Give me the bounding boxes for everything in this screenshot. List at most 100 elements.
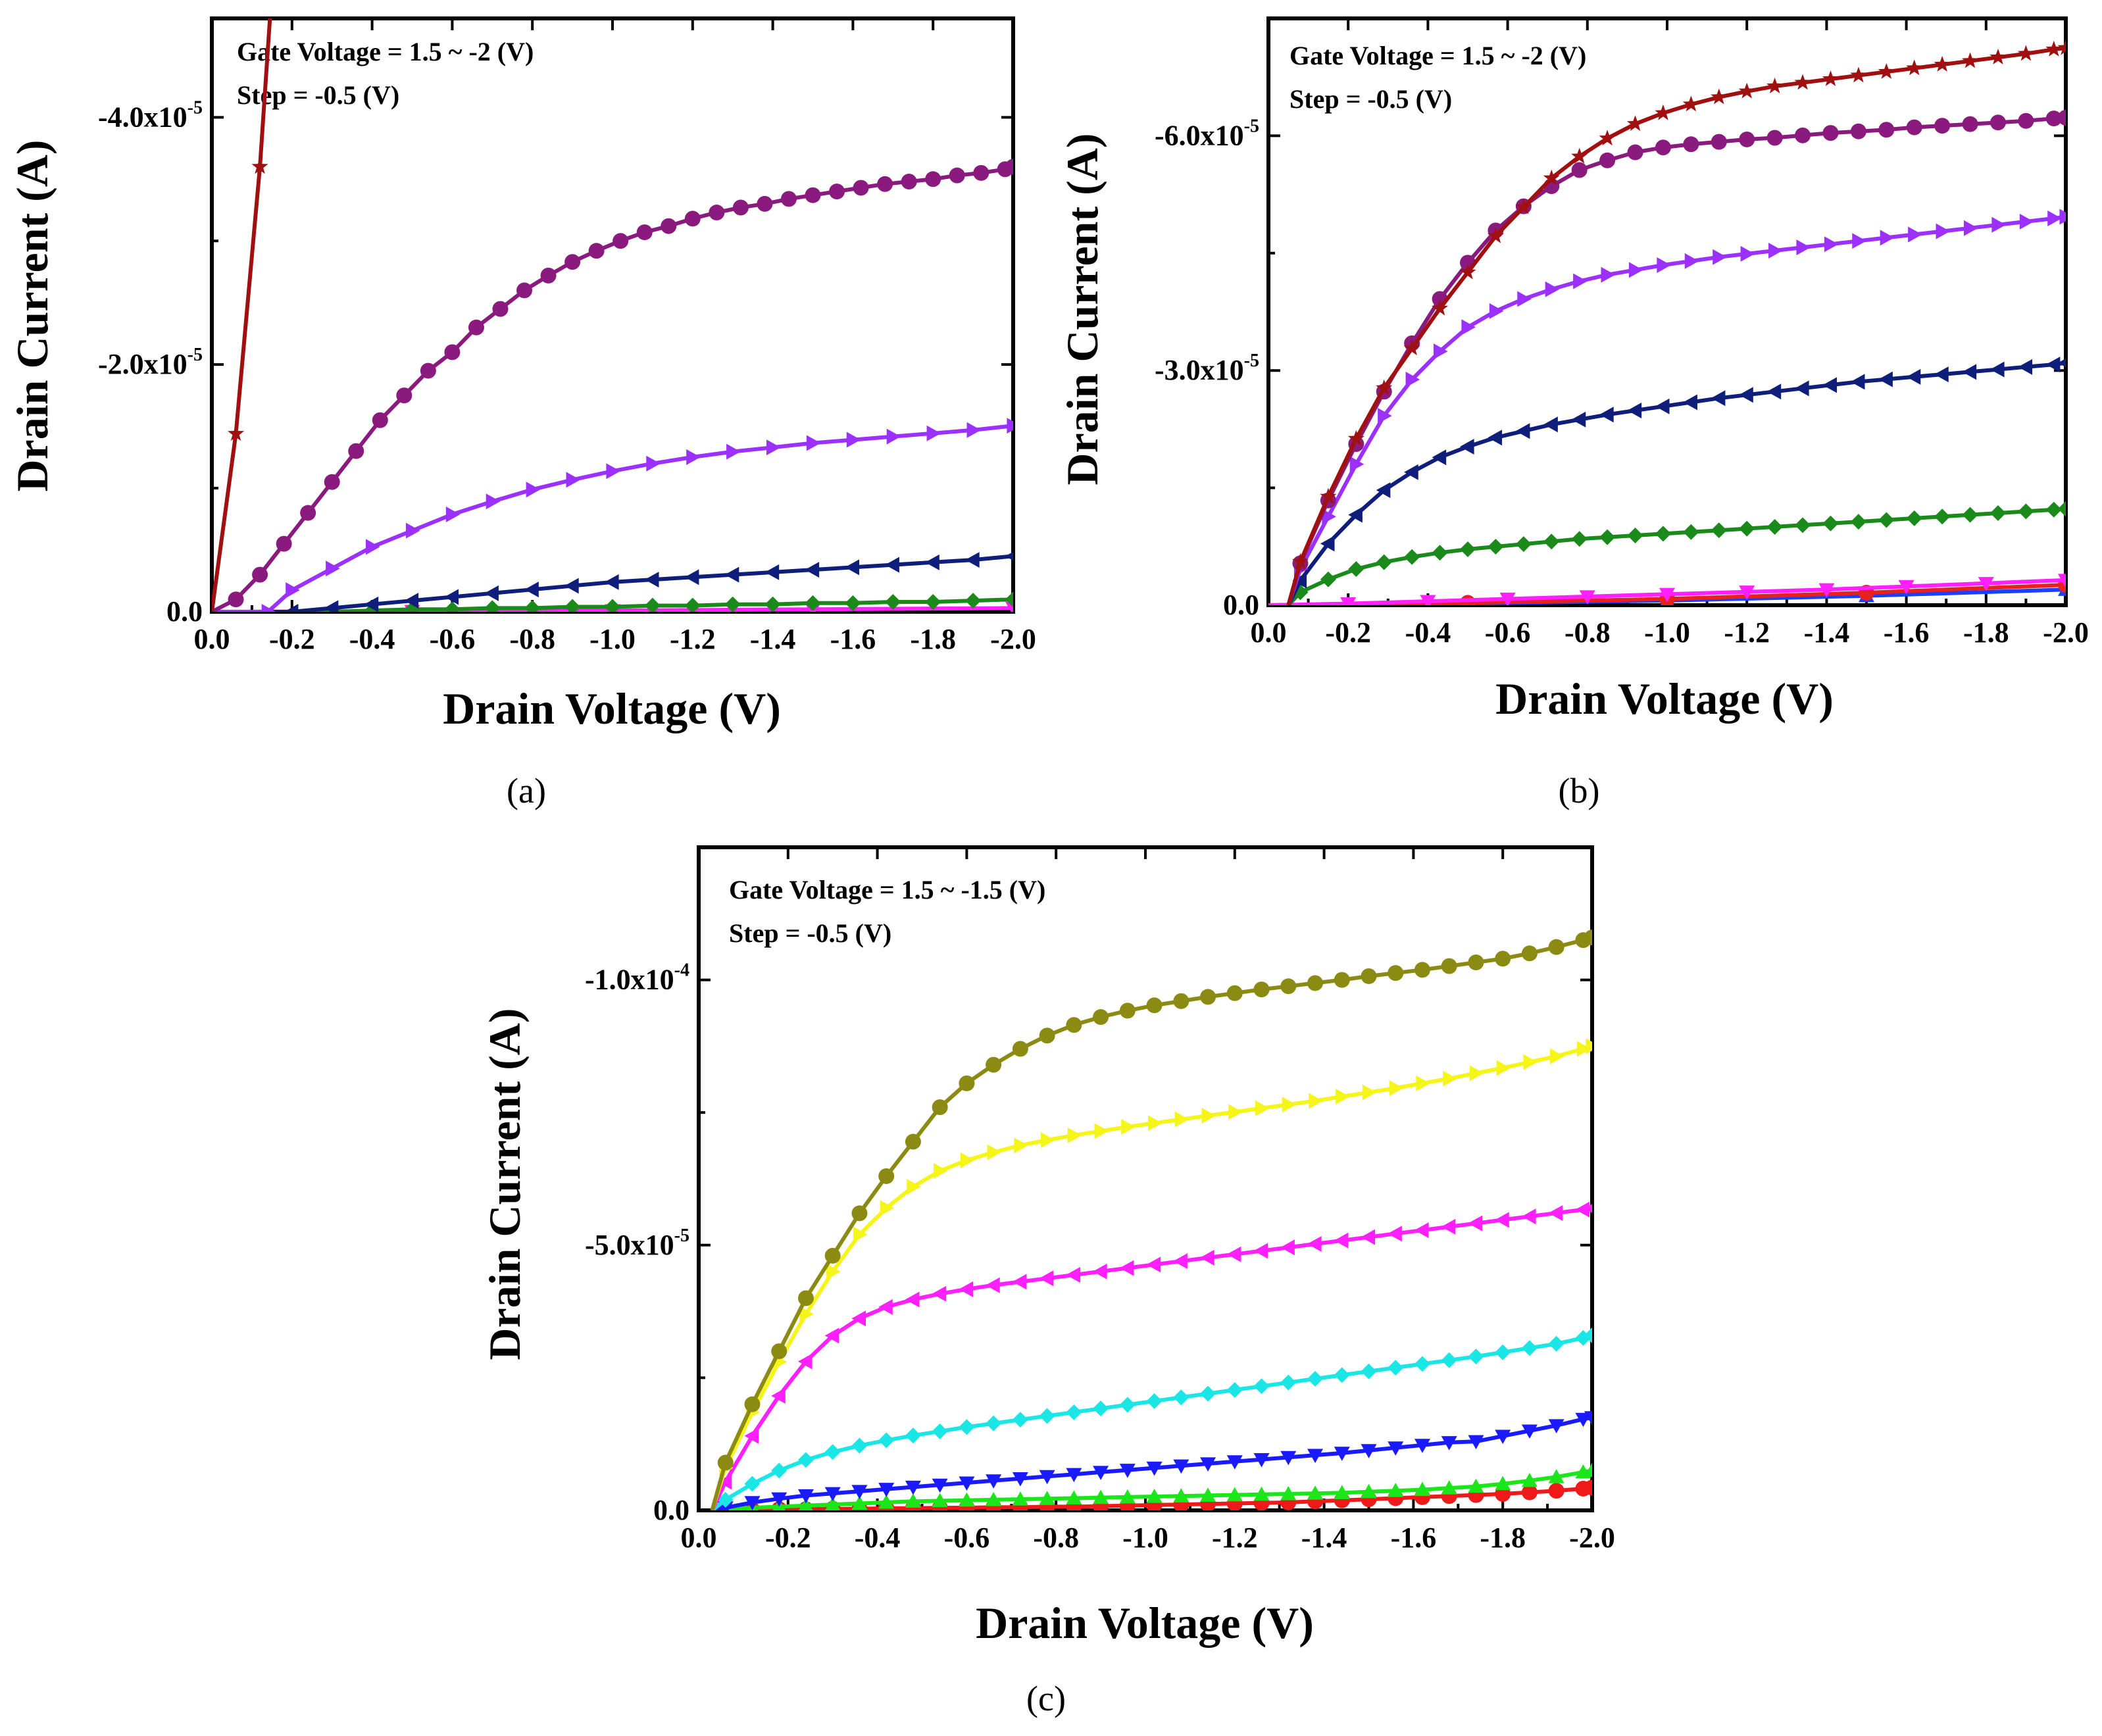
series-vg0.5v	[711, 1411, 1592, 1510]
data-point	[1906, 368, 1921, 385]
data-point	[1066, 1267, 1080, 1283]
data-point	[1962, 507, 1978, 523]
data-point	[1226, 1455, 1243, 1470]
x-tick-label: -0.4	[855, 1522, 901, 1554]
data-point	[1822, 125, 1839, 141]
data-point	[1253, 1452, 1270, 1468]
data-point	[324, 474, 340, 490]
data-point	[1376, 482, 1391, 499]
y-tick-label: -4.0x10-5	[98, 97, 203, 133]
data-point	[986, 1415, 1002, 1431]
data-point	[1320, 487, 1337, 504]
data-point	[1898, 580, 1914, 595]
data-point	[1711, 390, 1726, 407]
data-point	[1461, 319, 1476, 335]
data-point	[1441, 1436, 1457, 1451]
series-vg0.5v	[1268, 574, 2066, 605]
data-point	[516, 282, 533, 299]
data-point	[1348, 507, 1363, 523]
data-point	[1822, 70, 1839, 86]
data-point	[1571, 531, 1588, 547]
x-tick-label: -1.4	[1301, 1522, 1347, 1554]
data-point	[878, 1494, 895, 1509]
data-point	[1655, 526, 1671, 542]
data-point	[764, 596, 781, 612]
data-point	[1253, 1486, 1270, 1501]
data-point	[1739, 131, 1755, 147]
data-point	[853, 1226, 868, 1243]
data-point	[925, 593, 941, 610]
data-point	[1515, 423, 1530, 439]
data-point	[1575, 1201, 1590, 1218]
data-point	[1388, 1441, 1404, 1456]
data-point	[1521, 1484, 1538, 1500]
data-point	[2045, 357, 2061, 373]
data-point	[1226, 1381, 1243, 1398]
data-point	[851, 1205, 868, 1222]
data-point	[1307, 1485, 1324, 1500]
data-point	[1468, 1349, 1484, 1365]
series-vg-0.5v	[1286, 357, 2066, 605]
data-point	[644, 597, 661, 612]
data-point	[1962, 364, 1977, 380]
x-tick-label: -1.0	[589, 623, 636, 655]
data-point	[1659, 587, 1675, 603]
data-point	[986, 1474, 1002, 1489]
data-point	[1460, 595, 1476, 605]
data-point	[2057, 39, 2066, 55]
data-point	[1012, 1472, 1028, 1487]
data-point	[1121, 1118, 1136, 1135]
data-point	[1255, 1100, 1270, 1116]
series-vg-1.5v	[212, 159, 1013, 612]
data-point	[300, 505, 316, 521]
data-point	[1795, 127, 1811, 143]
data-point	[824, 1444, 841, 1460]
data-point	[987, 1144, 1002, 1160]
data-point	[1067, 1127, 1082, 1143]
x-tick-label: -0.2	[1325, 616, 1371, 649]
data-point	[724, 566, 739, 583]
data-point	[1119, 1464, 1136, 1478]
data-point	[1119, 1397, 1136, 1413]
data-point	[1682, 95, 1699, 112]
data-point	[1347, 430, 1364, 446]
annotation-line: Step = -0.5 (V)	[237, 80, 399, 110]
data-point	[1796, 239, 1811, 256]
data-point	[1414, 1481, 1430, 1497]
x-tick-label: -1.6	[1884, 616, 1930, 649]
data-point	[1488, 539, 1504, 555]
data-point	[1989, 361, 2005, 378]
x-tick-label: -1.8	[910, 623, 956, 655]
data-point	[846, 432, 861, 448]
panel-label: (b)	[1559, 771, 1600, 810]
data-point	[1521, 1208, 1536, 1225]
data-point	[1012, 1274, 1027, 1290]
data-point	[1495, 951, 1511, 967]
data-point	[965, 593, 982, 609]
data-point	[1039, 1270, 1054, 1287]
series-vg0.0v	[1287, 501, 2066, 605]
x-tick-label: -0.4	[349, 623, 395, 655]
data-point	[372, 412, 388, 428]
data-point	[1253, 981, 1270, 998]
data-point	[564, 578, 579, 594]
data-point	[986, 1491, 1002, 1506]
x-tick-label: 0.0	[681, 1522, 717, 1554]
data-point	[1576, 1041, 1591, 1057]
data-point	[878, 1299, 893, 1315]
data-point	[1389, 1080, 1404, 1097]
data-point	[1936, 223, 1951, 239]
data-point	[959, 1492, 975, 1507]
data-point	[1291, 553, 1309, 569]
data-point	[588, 243, 605, 259]
data-point	[1880, 230, 1895, 246]
data-point	[1414, 1439, 1430, 1453]
data-point	[1934, 366, 1949, 383]
annotation-line: Step = -0.5 (V)	[729, 918, 891, 948]
x-tick-label: -1.2	[670, 623, 716, 655]
data-point	[1320, 535, 1335, 552]
data-point	[1012, 1412, 1028, 1428]
data-point	[1818, 583, 1835, 598]
y-tick-label: -1.0x10-4	[585, 960, 689, 996]
data-point	[932, 1099, 948, 1116]
